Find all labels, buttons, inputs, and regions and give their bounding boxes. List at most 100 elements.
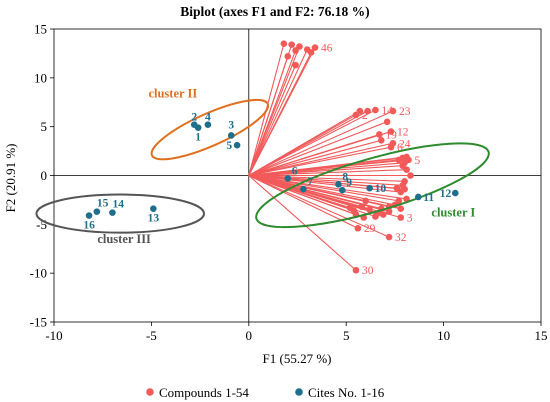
x-tick-label: 0 [246, 328, 253, 343]
compound-vector [248, 139, 382, 177]
compound-vector [248, 131, 392, 177]
y-axis-label: F2 (20.91 %) [3, 144, 18, 213]
legend-label-compounds: Compounds 1-54 [159, 385, 249, 400]
compound-label: 24 [399, 138, 411, 150]
site-label: 11 [423, 192, 434, 204]
compound-label: 5 [415, 155, 421, 167]
x-axis-label: F1 (55.27 %) [263, 351, 332, 366]
compound-label: 32 [395, 232, 407, 244]
compound-vector [248, 110, 361, 176]
site-label: 3 [228, 119, 234, 131]
compound-point [407, 172, 414, 179]
compound-vector [248, 110, 394, 177]
compound-point [292, 61, 299, 69]
compound-point [387, 128, 395, 135]
compound-point [280, 40, 288, 47]
compound-label: 2 [362, 110, 368, 122]
x-tick-label: 10 [437, 328, 450, 343]
site-label: 10 [375, 183, 387, 195]
site-point [85, 212, 93, 219]
site-label: 14 [112, 199, 124, 211]
legend-marker-cites [295, 388, 303, 396]
site-label: 6 [292, 165, 298, 177]
compound-label: 6 [397, 142, 403, 154]
y-tick-label: -15 [30, 315, 47, 330]
y-tick-label: 5 [41, 119, 48, 134]
compound-vector [248, 146, 392, 177]
compound-point [352, 266, 360, 274]
legend-marker-compounds [146, 388, 154, 396]
compound-point [385, 208, 393, 215]
compound-vector [248, 49, 308, 176]
compound-vector [248, 165, 403, 177]
legend-label-cites: Cites No. 1-16 [308, 385, 385, 400]
compound-point [292, 47, 299, 54]
compound-point [288, 41, 295, 48]
compound-point [379, 211, 387, 218]
site-label: 2 [191, 112, 197, 124]
site-point [227, 132, 235, 139]
compound-label: 19 [385, 129, 397, 141]
compound-point [362, 197, 369, 205]
site-point [300, 185, 307, 193]
cluster-ellipse [255, 142, 490, 229]
compound-point [389, 139, 397, 147]
compound-point [354, 224, 362, 232]
y-tick-label: -10 [30, 266, 47, 281]
compound-vector [248, 50, 297, 176]
compound-label: 23 [399, 106, 411, 118]
compound-vector [248, 174, 405, 182]
compound-vector [248, 174, 366, 202]
site-point [233, 141, 241, 149]
compound-point [383, 118, 391, 126]
compound-label: 14 [381, 105, 393, 117]
site-point [414, 193, 422, 201]
compound-vector [248, 109, 376, 176]
site-label: 8 [342, 171, 348, 183]
site-point [335, 180, 342, 188]
y-tick-label: 15 [34, 22, 47, 37]
site-point [93, 208, 101, 215]
compound-vector [248, 121, 388, 177]
compound-point [397, 188, 405, 196]
compound-vector [248, 175, 357, 271]
y-tick-label: 0 [41, 168, 48, 183]
site-label: 12 [440, 188, 452, 200]
site-point [284, 175, 292, 182]
compound-vector [248, 174, 351, 209]
cluster-annotation: cluster III [97, 232, 151, 246]
compound-label: 3 [407, 212, 413, 224]
compound-vector [248, 142, 394, 177]
compound-point [403, 195, 410, 203]
compound-point [364, 107, 371, 115]
site-label: 13 [148, 213, 160, 225]
site-point [150, 205, 157, 213]
compound-vector [248, 174, 401, 193]
compound-vector [248, 174, 403, 186]
compound-vector [248, 47, 316, 176]
compound-label: 46 [321, 43, 333, 55]
compound-point [356, 107, 364, 115]
compound-point [284, 53, 292, 60]
compound-point [376, 131, 383, 138]
compound-point [307, 49, 315, 56]
x-tick-label: 15 [535, 328, 548, 343]
compound-label: 29 [364, 223, 376, 235]
compound-point [397, 214, 405, 221]
site-label: 1 [195, 132, 201, 144]
compound-vector [248, 64, 297, 176]
compound-point [346, 204, 354, 212]
compound-vector [248, 174, 390, 238]
compound-label: 30 [362, 265, 374, 277]
chart-title: Biplot (axes F1 and F2: 76.18 %) [180, 4, 369, 19]
site-point [366, 184, 373, 192]
site-label: 5 [226, 140, 232, 152]
site-point [204, 121, 212, 129]
x-tick-label: -5 [146, 328, 157, 343]
site-label: 4 [205, 112, 211, 124]
compound-vector [248, 175, 359, 229]
compound-point [372, 106, 379, 114]
compound-point [389, 107, 397, 115]
compound-point [385, 233, 393, 241]
